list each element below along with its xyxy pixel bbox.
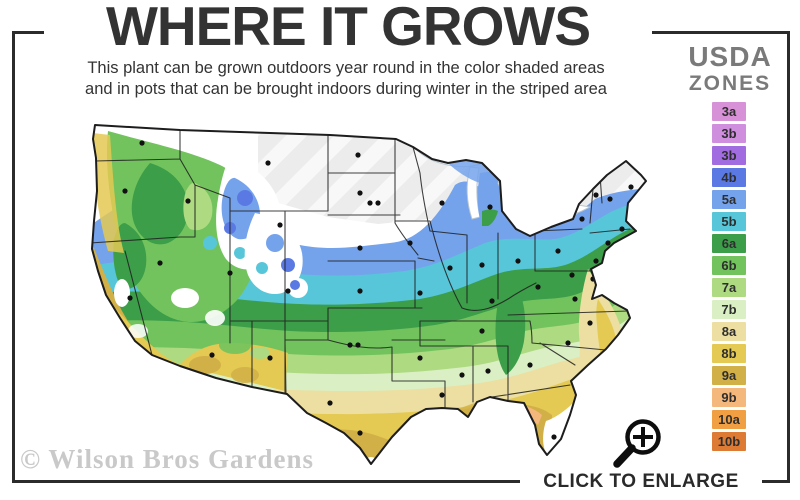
legend-title-zones: ZONES (688, 72, 772, 95)
legend-zone-label: 8a (721, 324, 737, 339)
click-to-enlarge-button[interactable]: CLICK TO ENLARGE (520, 468, 762, 496)
florida-white-tip (543, 403, 574, 455)
zone-region-striped (258, 131, 646, 236)
co-blue-spot (290, 280, 300, 290)
legend-zone-label: 6a (721, 236, 737, 251)
legend-zone-label: 7a (721, 280, 737, 295)
legend-title: USDA ZONES (668, 42, 792, 96)
ca-white-spot (128, 324, 148, 338)
rockies-cyan-spot (203, 236, 217, 250)
city-dots (122, 140, 634, 440)
legend-zone-swatch: 9b (712, 388, 746, 407)
legend-zone-label: 10b (717, 434, 741, 449)
us-outline (91, 124, 647, 465)
page-title: WHERE IT GROWS (44, 0, 652, 56)
us-zone-map[interactable] (30, 103, 665, 478)
watermark: © Wilson Bros Gardens (20, 444, 314, 474)
zone-appalachian-green (495, 271, 526, 375)
legend-zone-swatch: 3b (712, 146, 746, 165)
legend-zone-label: 7b (721, 302, 737, 317)
nv-white-spot (171, 288, 199, 308)
michigan-mitten-green (482, 209, 498, 226)
legend-zone-swatch: 4b (712, 168, 746, 187)
zone-west-green-dark1 (131, 163, 189, 245)
legend-zone-swatch: 6a (712, 234, 746, 253)
legend-zone-swatch: 7b (712, 300, 746, 319)
magnifier-plus-icon[interactable] (600, 408, 670, 470)
nm-highland-green (250, 347, 270, 359)
legend-zone-label: 8b (721, 346, 737, 361)
legend-zone-swatch: 10b (712, 432, 746, 451)
legend-zone-label: 5b (721, 214, 737, 229)
legend-zone-label: 9b (721, 390, 737, 405)
legend-zone-label: 5a (721, 192, 737, 207)
legend-zone-label: 3b (721, 126, 737, 141)
rockies-cyan-spot (234, 247, 246, 259)
legend-zone-swatch: 6b (712, 256, 746, 275)
legend-zone-swatch: 3b (712, 124, 746, 143)
nv-white-spot (205, 310, 225, 326)
co-cyan-spot (256, 262, 268, 274)
nm-dark-gold (231, 367, 259, 383)
ca-white-spot (114, 279, 130, 307)
legend-zone-label: 4b (721, 170, 737, 185)
legend-zone-swatch: 3a (712, 102, 746, 121)
legend-zone-label: 3b (721, 148, 737, 163)
co-blue-spot (281, 258, 295, 272)
co-blue-spot (266, 234, 284, 252)
zone-west-green-light (183, 182, 213, 231)
legend-zone-swatch: 5a (712, 190, 746, 209)
subtitle-line-2: and in pots that can be brought indoors … (85, 80, 607, 98)
zone-legend: 3a 3b 3b 4b 5a 5b 6a 6b 7a 7b 8a 8b 9a 9… (712, 102, 746, 454)
legend-zone-swatch: 5b (712, 212, 746, 231)
legend-zone-swatch: 8b (712, 344, 746, 363)
legend-zone-swatch: 8a (712, 322, 746, 341)
az-highland-green (219, 336, 251, 354)
legend-zone-swatch: 10a (712, 410, 746, 429)
legend-title-usda: USDA (688, 41, 772, 72)
az-dark-gold (189, 356, 221, 374)
subtitle: This plant can be grown outdoors year ro… (40, 58, 652, 100)
subtitle-line-1: This plant can be grown outdoors year ro… (87, 59, 605, 77)
legend-zone-label: 6b (721, 258, 737, 273)
zone-coast-gold-north (93, 133, 124, 253)
state-borders (92, 129, 631, 410)
rockies-blue-spot (237, 190, 253, 206)
legend-zone-label: 9a (721, 368, 737, 383)
rockies-white-2 (244, 213, 303, 295)
legend-zone-label: 3a (721, 104, 737, 119)
legend-zone-swatch: 7a (712, 278, 746, 297)
legend-zone-label: 10a (718, 412, 740, 427)
legend-zone-swatch: 9a (712, 366, 746, 385)
